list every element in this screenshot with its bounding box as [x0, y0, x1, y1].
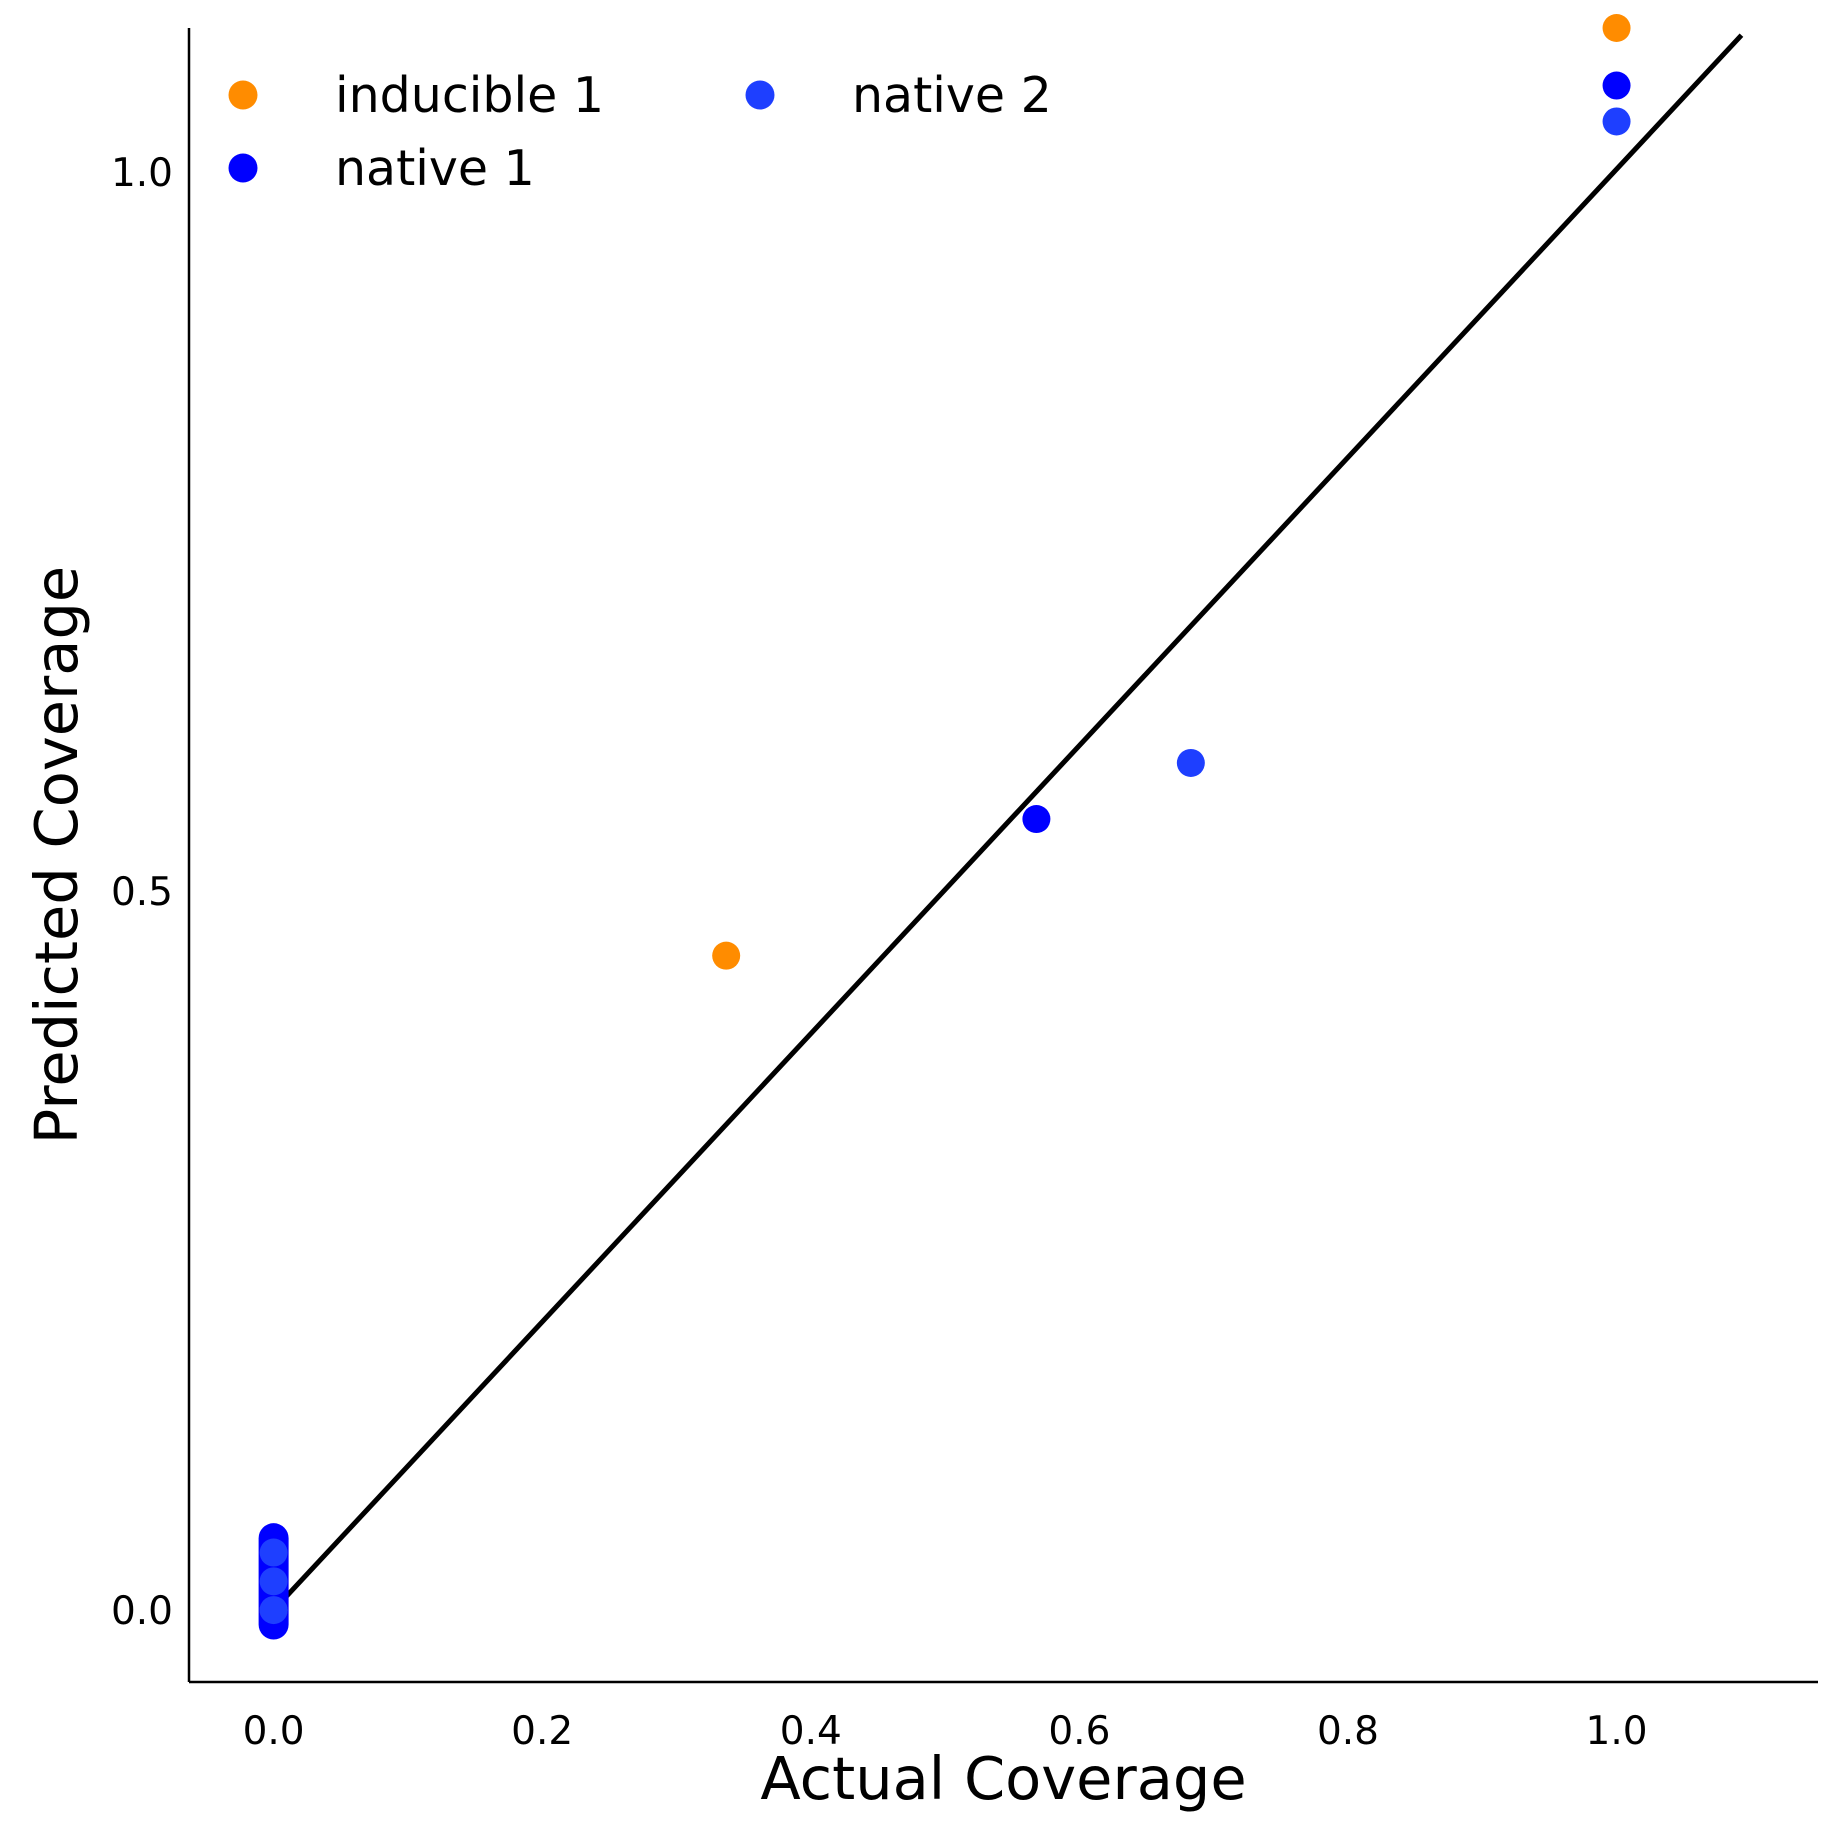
x-tick-label: 0.0 — [243, 1709, 305, 1754]
axes-layer — [187, 28, 1818, 1684]
x-tick-label: 0.8 — [1317, 1709, 1379, 1754]
data-point — [259, 1538, 288, 1567]
data-point — [1176, 748, 1205, 777]
x-tick-label: 0.4 — [780, 1709, 842, 1754]
reference-line — [271, 33, 1744, 1612]
legend-marker — [228, 80, 258, 110]
y-tick-label: 0.0 — [111, 1589, 173, 1634]
legend-label: native 1 — [335, 140, 535, 197]
x-axis-label: Actual Coverage — [760, 1744, 1246, 1813]
y-tick-labels: 0.0 0.5 1.0 — [111, 151, 173, 1634]
data-point — [1602, 14, 1631, 42]
data-point — [259, 1567, 288, 1596]
x-tick-labels: 0.0 0.2 0.4 0.6 0.8 1.0 — [243, 1709, 1648, 1754]
legend-label: native 2 — [852, 67, 1052, 124]
data-point — [1022, 805, 1051, 834]
y-axis-label: Predicted Coverage — [22, 566, 91, 1144]
data-point — [1602, 71, 1631, 100]
legend-marker — [228, 153, 258, 183]
x-tick-label: 0.2 — [511, 1709, 573, 1754]
legend-label: inducible 1 — [335, 67, 604, 124]
y-tick-label: 1.0 — [111, 151, 173, 196]
data-point — [712, 941, 741, 970]
legend: inducible 1 native 1 native 2 — [228, 67, 1052, 197]
data-point — [259, 1596, 288, 1625]
points-layer — [258, 14, 1631, 1640]
data-point — [1602, 107, 1631, 136]
y-tick-label: 0.5 — [111, 870, 173, 915]
legend-marker — [745, 80, 775, 110]
x-tick-label: 0.6 — [1048, 1709, 1110, 1754]
reference-line-layer — [271, 33, 1744, 1612]
x-tick-label: 1.0 — [1586, 1709, 1648, 1754]
